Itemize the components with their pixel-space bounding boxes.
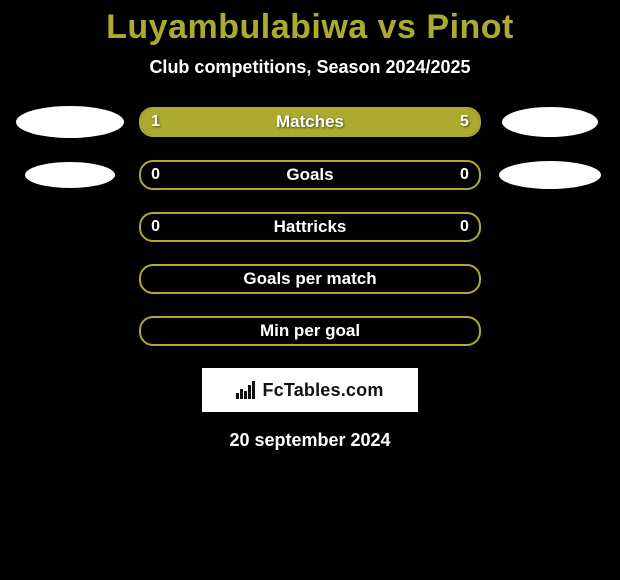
date-label: 20 september 2024 [0,430,620,451]
right-circle-col [481,107,620,137]
bar-label: Goals per match [141,266,479,292]
stat-bar: Goals per match [139,264,481,294]
stat-row: 00Hattricks [0,212,620,242]
player-right-ellipse [502,107,598,137]
bar-label: Matches [141,109,479,135]
player-left-ellipse [25,162,115,188]
right-circle-col [481,161,620,189]
stat-bar: 15Matches [139,107,481,137]
left-circle-col [0,106,139,138]
stat-row: 00Goals [0,160,620,190]
logo-box: FcTables.com [202,368,418,412]
stat-bar: Min per goal [139,316,481,346]
stat-row: Goals per match [0,264,620,294]
stat-row: 15Matches [0,106,620,138]
comparison-infographic: Luyambulabiwa vs Pinot Club competitions… [0,0,620,580]
page-subtitle: Club competitions, Season 2024/2025 [0,57,620,78]
stat-bar: 00Goals [139,160,481,190]
chart-icon [236,381,256,399]
left-circle-col [0,162,139,188]
logo-text: FcTables.com [262,380,383,401]
bar-label: Goals [141,162,479,188]
stat-rows-container: 15Matches 00Goals 00Hattricks Goals per mat… [0,106,620,346]
player-left-ellipse [16,106,124,138]
player-right-ellipse [499,161,601,189]
stat-bar: 00Hattricks [139,212,481,242]
page-title: Luyambulabiwa vs Pinot [0,0,620,47]
stat-row: Min per goal [0,316,620,346]
bar-label: Hattricks [141,214,479,240]
bar-label: Min per goal [141,318,479,344]
